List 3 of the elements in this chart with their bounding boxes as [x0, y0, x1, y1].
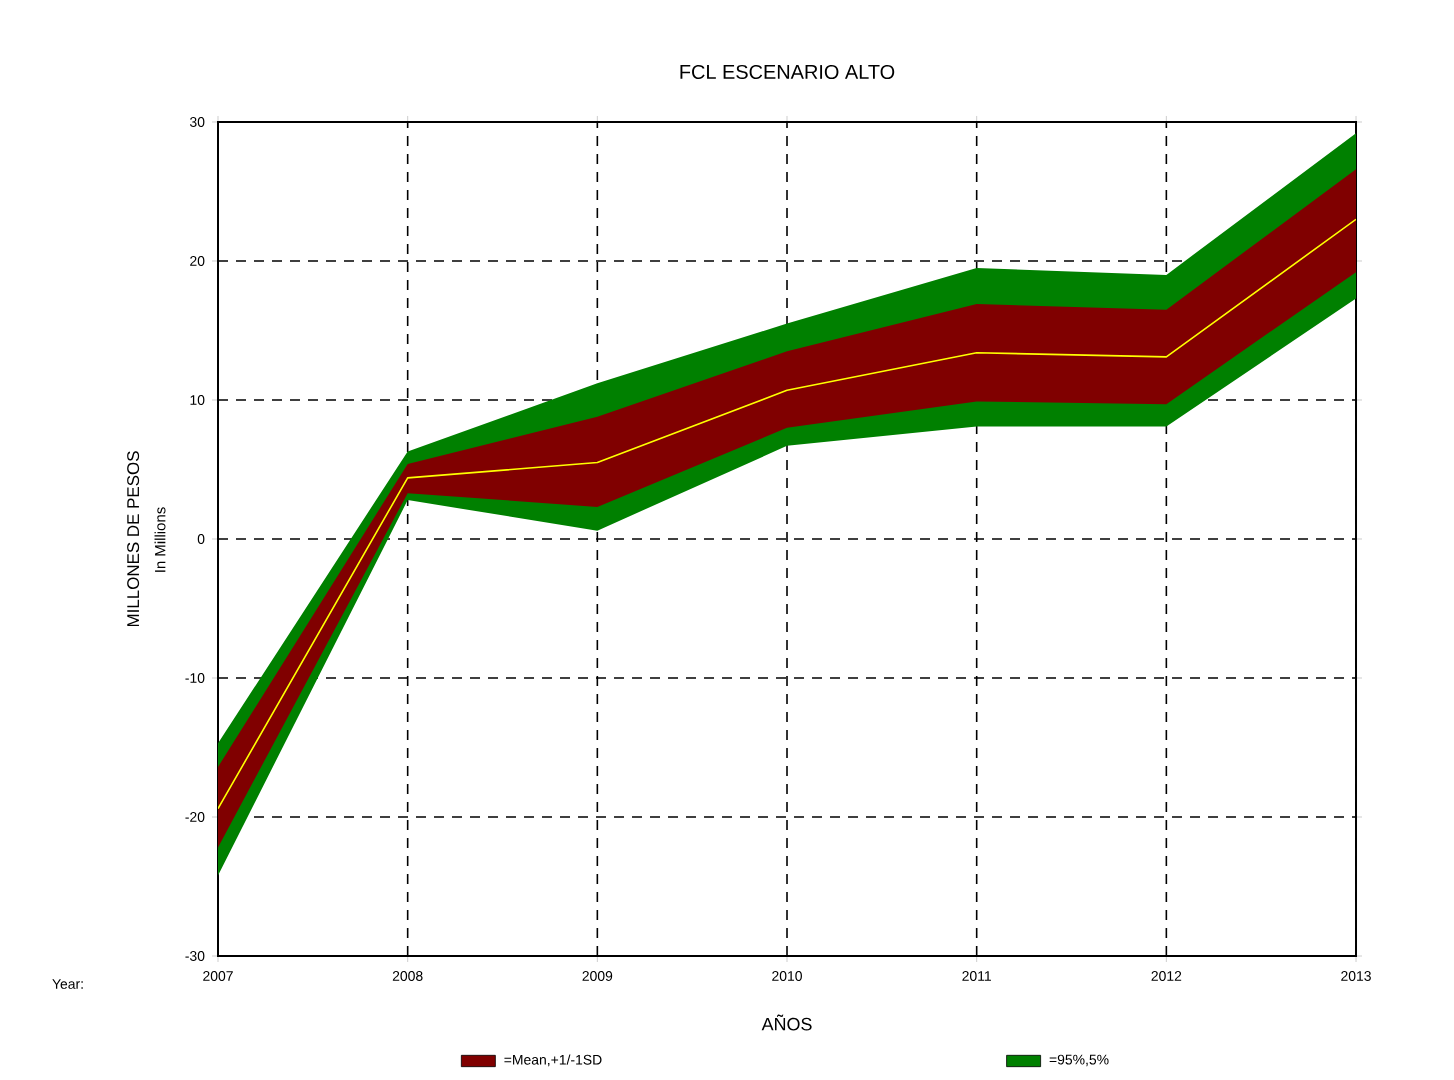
y-axis-title: MILLONES DE PESOS	[127, 451, 140, 627]
chart-title: FCL ESCENARIO ALTO	[680, 64, 895, 79]
x-axis-title: AÑOS	[761, 1014, 812, 1031]
